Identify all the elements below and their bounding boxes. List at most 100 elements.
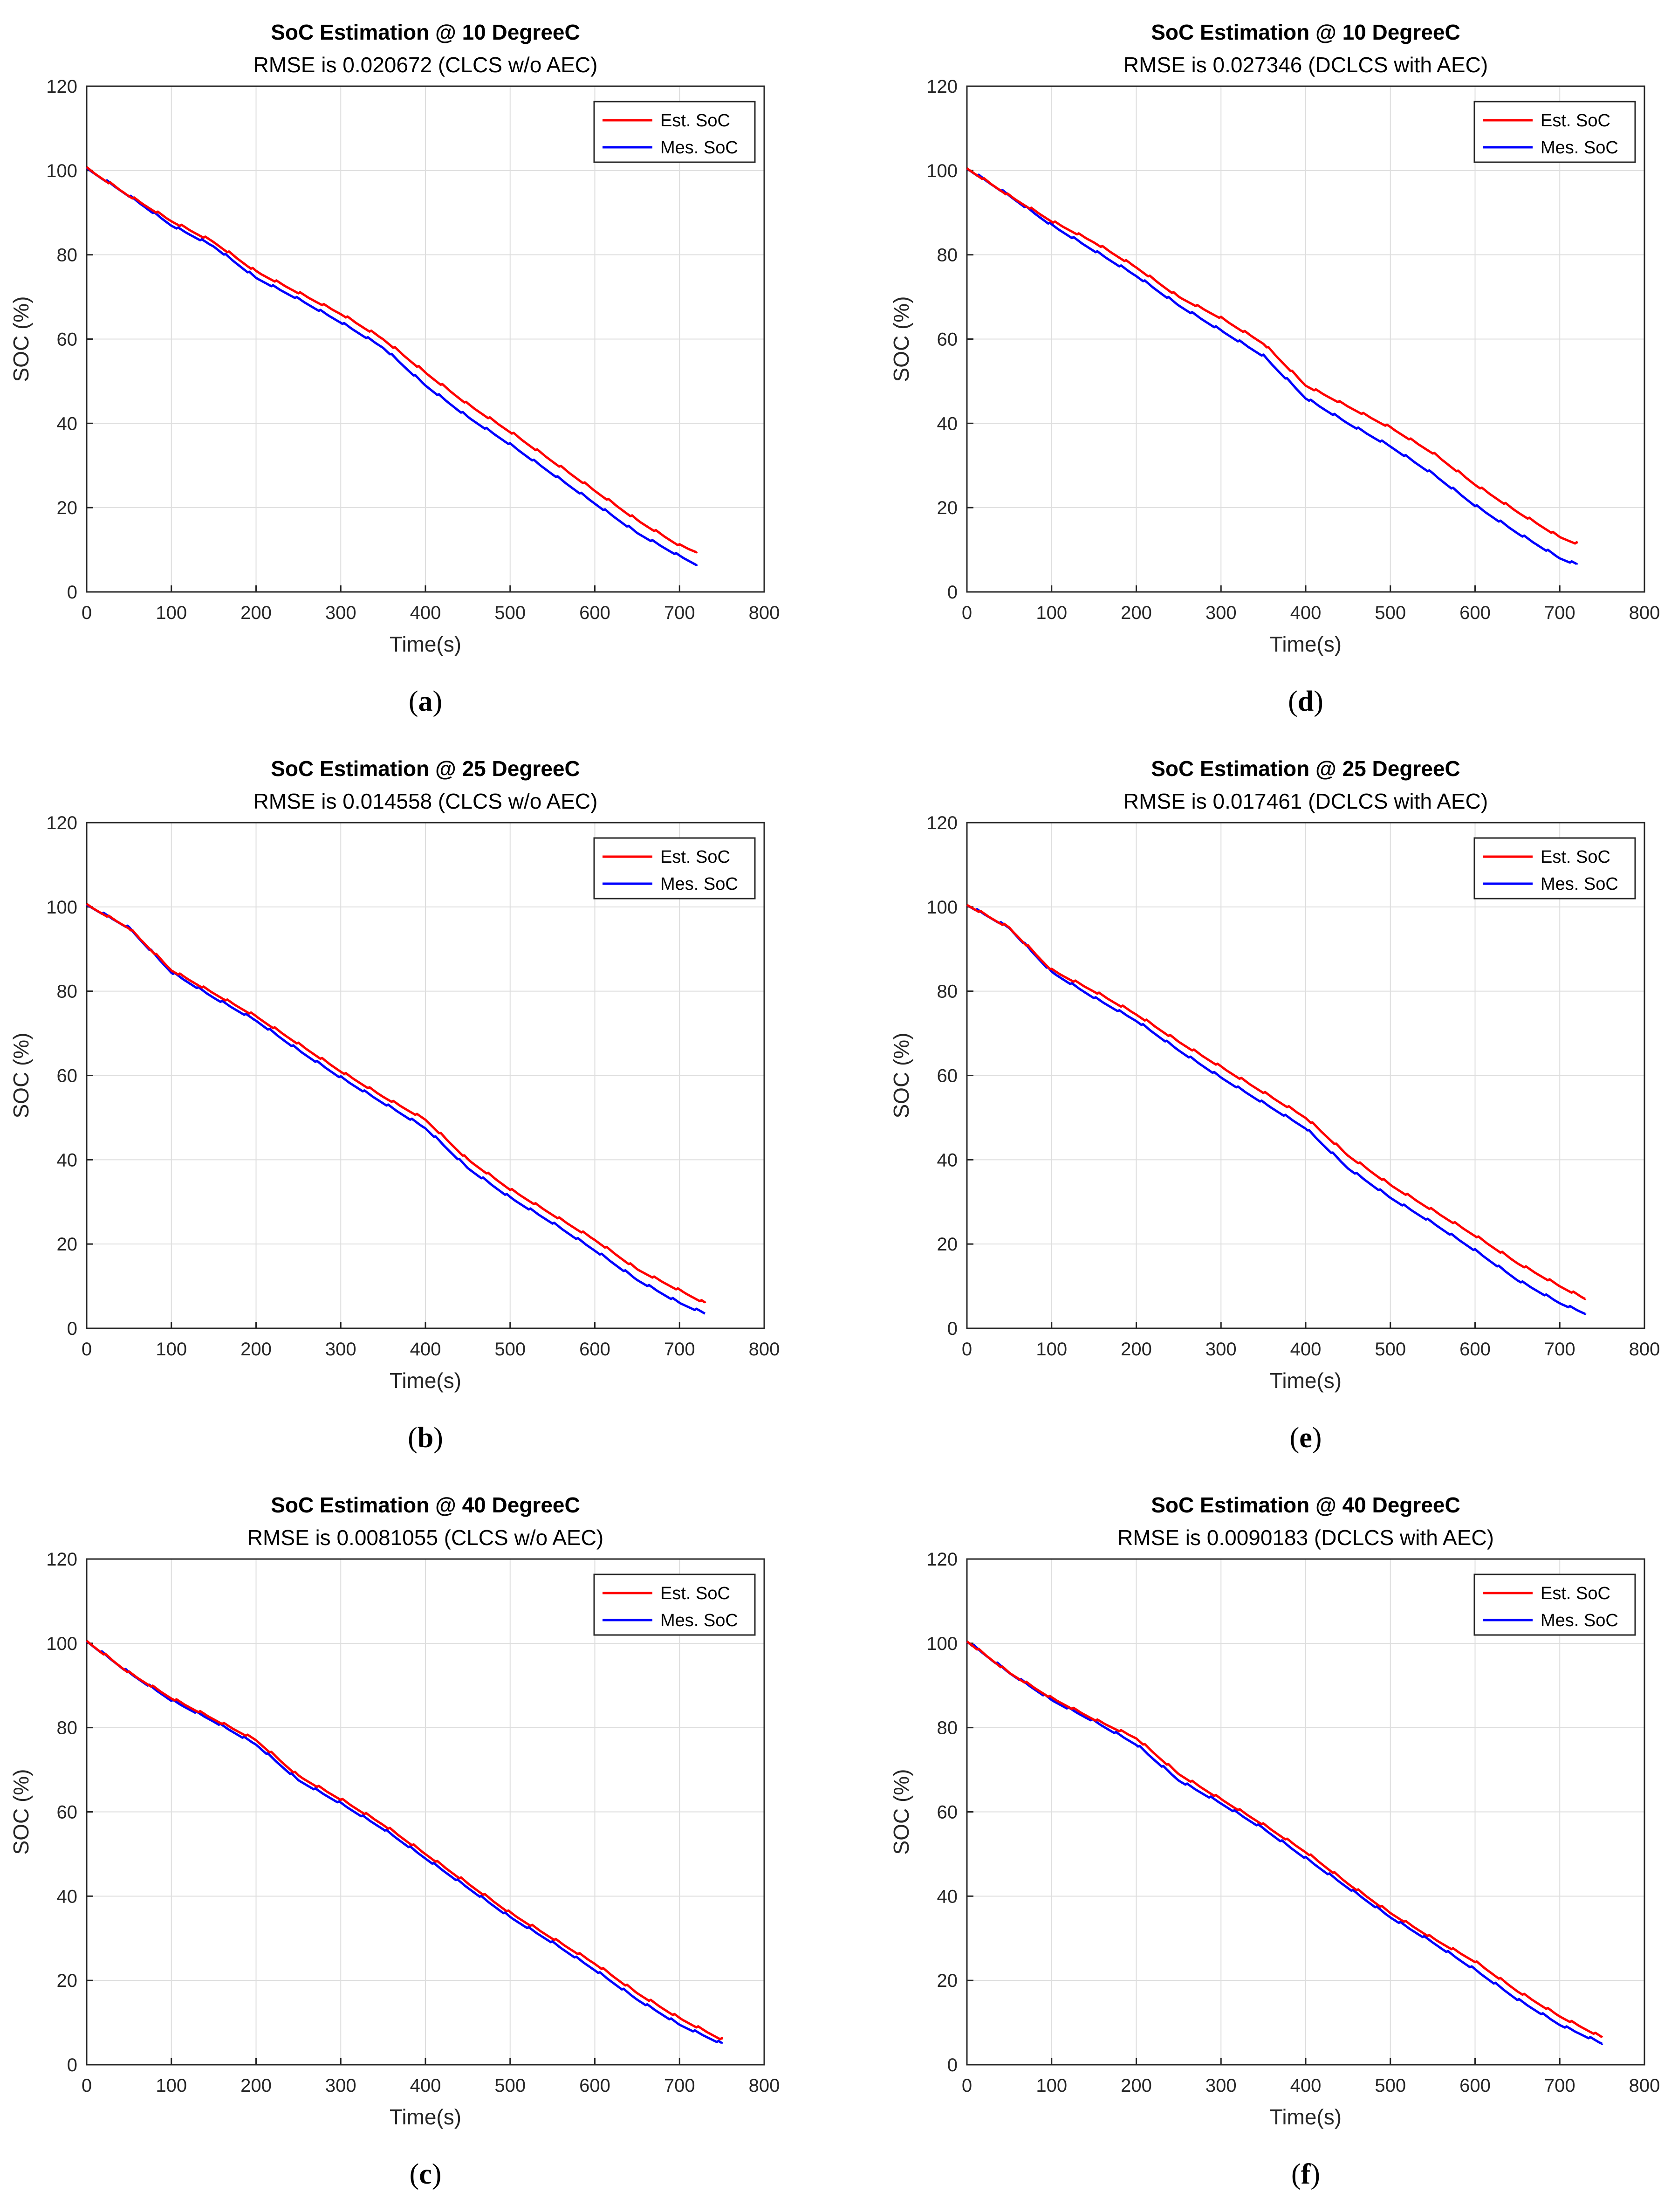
chart-panel-a: SoC Estimation @ 10 DegreeC RMSE is 0.020… xyxy=(9,20,780,717)
y-tick-label: 120 xyxy=(46,1549,77,1570)
plot-border xyxy=(966,822,1645,1329)
x-tick-label: 100 xyxy=(156,603,187,623)
y-tick-label: 120 xyxy=(926,1549,958,1570)
y-tick-label: 120 xyxy=(926,813,958,833)
legend xyxy=(1473,837,1636,900)
x-tick-label: 100 xyxy=(1036,603,1067,623)
series-line-est-soc xyxy=(966,167,1578,545)
x-tick-label: 500 xyxy=(1375,1339,1406,1360)
y-tick-label: 80 xyxy=(57,982,78,1002)
legend-label: Mes. SoC xyxy=(1541,138,1618,158)
panel-caption: (e) xyxy=(1290,1422,1322,1454)
y-tick-label: 120 xyxy=(46,813,77,833)
x-tick-label: 200 xyxy=(240,603,272,623)
x-tick-label: 700 xyxy=(1544,603,1575,623)
y-tick-label: 0 xyxy=(67,2055,77,2075)
legend xyxy=(1473,1573,1636,1636)
legend xyxy=(1473,101,1636,163)
x-tick-label: 300 xyxy=(1205,2075,1237,2096)
y-tick-label: 40 xyxy=(57,413,78,434)
x-tick-label: 200 xyxy=(1121,2075,1152,2096)
x-axis-label: Time(s) xyxy=(390,2105,461,2129)
chart-subtitle: RMSE is 0.0081055 (CLCS w/o AEC) xyxy=(247,1525,603,1550)
plot-border xyxy=(966,1558,1645,2066)
x-tick-label: 600 xyxy=(1459,1339,1491,1360)
x-tick-label: 600 xyxy=(1459,603,1491,623)
y-tick-label: 20 xyxy=(57,1234,78,1255)
y-tick-label: 60 xyxy=(937,330,958,350)
x-tick-label: 700 xyxy=(1544,2075,1575,2096)
x-tick-label: 800 xyxy=(749,603,780,623)
y-tick-label: 80 xyxy=(937,1718,958,1738)
x-tick-label: 300 xyxy=(1205,603,1237,623)
x-tick-label: 800 xyxy=(1629,603,1660,623)
y-tick-label: 120 xyxy=(46,76,77,97)
x-tick-label: 0 xyxy=(82,2075,92,2096)
y-axis-label: SOC (%) xyxy=(9,296,33,382)
y-axis-label: SOC (%) xyxy=(889,296,913,382)
series-line-mes-soc xyxy=(86,903,706,1315)
x-tick-label: 500 xyxy=(1375,603,1406,623)
chart-title: SoC Estimation @ 40 DegreeC xyxy=(1151,1493,1460,1517)
x-tick-label: 400 xyxy=(1290,1339,1322,1360)
y-tick-label: 0 xyxy=(67,582,77,603)
panel-caption: (c) xyxy=(410,2158,442,2190)
x-tick-label: 500 xyxy=(494,603,526,623)
chart-panel-c: SoC Estimation @ 40 DegreeC RMSE is 0.008… xyxy=(9,1493,780,2190)
chart-title: SoC Estimation @ 10 DegreeC xyxy=(271,20,580,44)
x-tick-label: 0 xyxy=(962,603,972,623)
x-tick-label: 0 xyxy=(962,2075,972,2096)
y-tick-label: 80 xyxy=(57,1718,78,1738)
y-tick-label: 0 xyxy=(67,1319,77,1339)
y-tick-label: 120 xyxy=(926,76,958,97)
y-tick-label: 20 xyxy=(937,1971,958,1991)
y-tick-label: 40 xyxy=(57,1886,78,1907)
legend xyxy=(593,1573,756,1636)
x-tick-label: 800 xyxy=(749,1339,780,1360)
x-axis-label: Time(s) xyxy=(390,632,461,656)
y-tick-label: 40 xyxy=(937,1150,958,1170)
legend-label: Mes. SoC xyxy=(660,1611,738,1630)
chart-panel-f: SoC Estimation @ 40 DegreeC RMSE is 0.009… xyxy=(889,1493,1660,2190)
panel-caption: (b) xyxy=(408,1422,443,1454)
chart-subtitle: RMSE is 0.0090183 (DCLCS with AEC) xyxy=(1117,1525,1494,1550)
legend-label: Est. SoC xyxy=(1541,847,1610,867)
y-axis-label: SOC (%) xyxy=(9,1033,33,1119)
series-line-est-soc xyxy=(86,1640,723,2040)
x-tick-label: 500 xyxy=(494,1339,526,1360)
x-tick-label: 600 xyxy=(579,603,610,623)
y-tick-label: 0 xyxy=(947,582,958,603)
x-tick-label: 300 xyxy=(1205,1339,1237,1360)
x-tick-label: 800 xyxy=(749,2075,780,2096)
chart-title: SoC Estimation @ 10 DegreeC xyxy=(1151,20,1460,44)
x-tick-label: 600 xyxy=(579,2075,610,2096)
series-line-est-soc xyxy=(966,1640,1603,2039)
chart-subtitle: RMSE is 0.017461 (DCLCS with AEC) xyxy=(1123,789,1488,813)
y-tick-label: 20 xyxy=(57,1971,78,1991)
legend-label: Mes. SoC xyxy=(1541,1611,1618,1630)
legend-label: Mes. SoC xyxy=(1541,874,1618,894)
y-tick-label: 60 xyxy=(57,1066,78,1086)
series-line-est-soc xyxy=(966,904,1587,1300)
series-line-mes-soc xyxy=(86,1640,723,2044)
y-tick-label: 80 xyxy=(937,245,958,266)
y-tick-label: 20 xyxy=(57,498,78,518)
y-axis-label: SOC (%) xyxy=(889,1769,913,1855)
legend-label: Est. SoC xyxy=(660,1584,730,1603)
x-axis-label: Time(s) xyxy=(1270,1368,1342,1393)
series-line-mes-soc xyxy=(966,1641,1603,2045)
chart-title: SoC Estimation @ 25 DegreeC xyxy=(271,756,580,781)
x-tick-label: 200 xyxy=(1121,1339,1152,1360)
x-tick-label: 100 xyxy=(1036,2075,1067,2096)
x-tick-label: 0 xyxy=(962,1339,972,1360)
y-tick-label: 60 xyxy=(57,1802,78,1823)
y-tick-label: 100 xyxy=(46,1634,77,1654)
x-tick-label: 200 xyxy=(240,2075,272,2096)
x-tick-label: 800 xyxy=(1629,2075,1660,2096)
y-tick-label: 40 xyxy=(57,1150,78,1170)
series-line-mes-soc xyxy=(86,166,698,566)
y-tick-label: 20 xyxy=(937,1234,958,1255)
y-tick-label: 0 xyxy=(947,2055,958,2075)
x-tick-label: 300 xyxy=(325,1339,356,1360)
